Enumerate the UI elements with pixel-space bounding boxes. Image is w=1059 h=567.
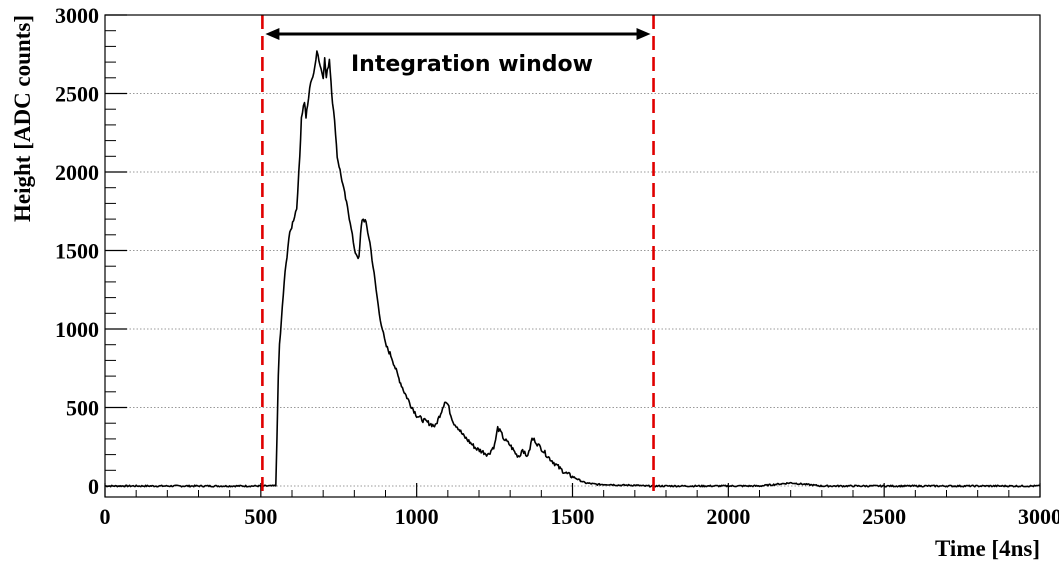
y-tick-labels: 0 500 1000 1500 2000 2500 3000	[55, 3, 99, 499]
minor-ticks	[105, 30, 1010, 497]
x-tick-label: 3000	[1018, 504, 1059, 529]
plot-frame	[104, 14, 1041, 498]
major-ticks	[104, 14, 1041, 497]
y-tick-label: 500	[66, 396, 99, 421]
y-tick-label: 1500	[55, 239, 99, 264]
y-tick-label: 1000	[55, 317, 99, 342]
x-tick-label: 0	[100, 504, 111, 529]
arrow-head-left	[265, 28, 280, 40]
grid-lines	[105, 14, 1040, 487]
y-axis-title: Height [ADC counts]	[10, 15, 35, 222]
y-tick-label: 2000	[55, 160, 99, 185]
waveform-line	[104, 50, 1041, 488]
x-tick-label: 500	[244, 504, 277, 529]
integration-window-arrow	[265, 28, 651, 40]
x-tick-label: 1000	[395, 504, 439, 529]
y-tick-label: 2500	[55, 82, 99, 107]
x-tick-label: 2500	[862, 504, 906, 529]
integration-window-markers	[261, 15, 655, 497]
y-tick-label: 3000	[55, 3, 99, 28]
arrow-head-right	[636, 28, 651, 40]
x-tick-label: 2000	[706, 504, 750, 529]
x-tick-label: 1500	[551, 504, 595, 529]
x-axis-title: Time [4ns]	[935, 536, 1040, 561]
y-tick-label: 0	[88, 474, 99, 499]
x-tick-labels: 0 500 1000 1500 2000 2500 3000	[100, 504, 1059, 529]
integration-window-label: Integration window	[351, 52, 593, 77]
